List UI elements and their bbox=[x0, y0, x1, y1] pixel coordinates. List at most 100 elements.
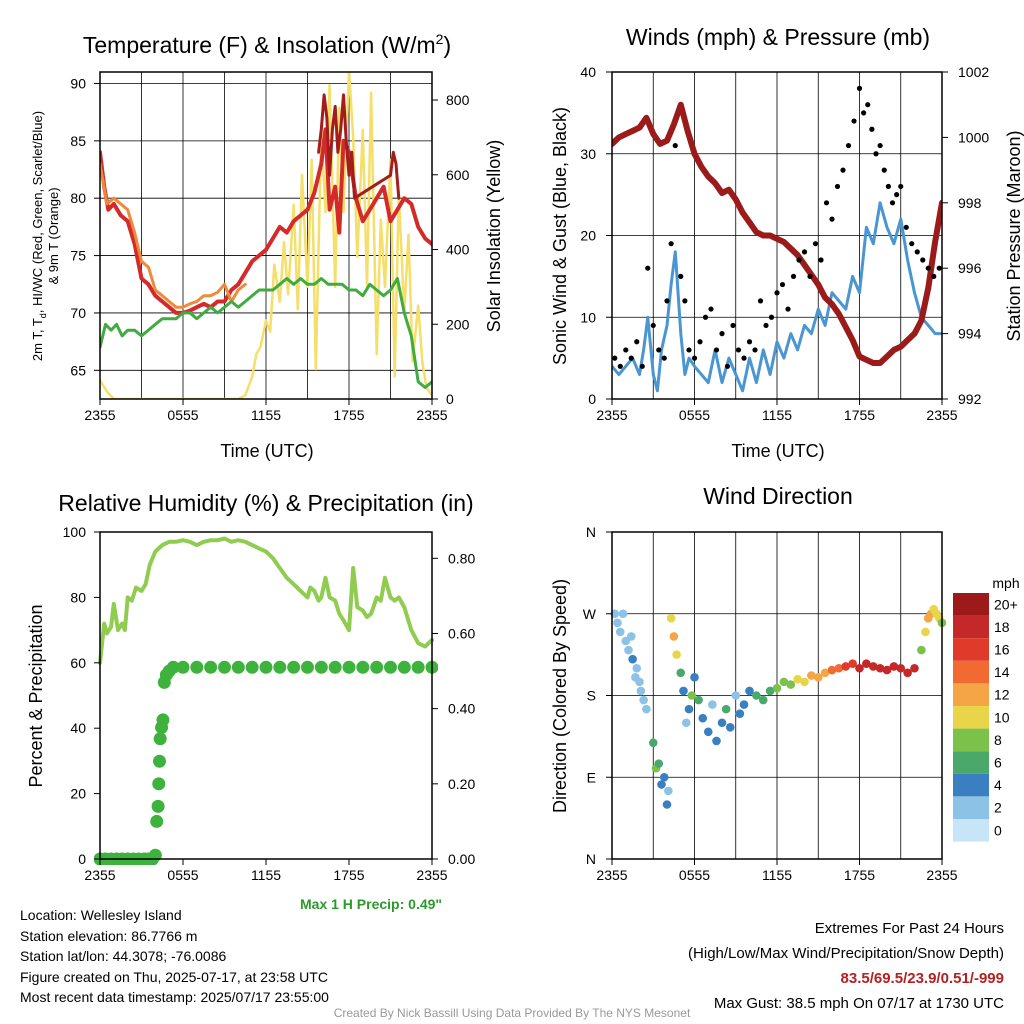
direction-point bbox=[698, 713, 708, 723]
direction-point bbox=[635, 677, 644, 687]
x-axis-label: Time (UTC) bbox=[731, 441, 824, 461]
direction-point bbox=[703, 727, 713, 737]
precip-dot bbox=[314, 660, 328, 674]
x-tick-label: 1155 bbox=[251, 867, 281, 883]
precip-dot bbox=[204, 660, 218, 674]
gust-dot bbox=[719, 331, 725, 337]
gust-dot bbox=[925, 265, 931, 271]
colorbar-label: 16 bbox=[994, 642, 1010, 658]
y-tick-label: N bbox=[586, 851, 596, 867]
y-tick-label-right: 998 bbox=[958, 195, 982, 211]
temp-line-3 bbox=[100, 277, 432, 389]
y-tick-label: 40 bbox=[70, 720, 86, 736]
gust-dot bbox=[639, 363, 645, 369]
y-tick-label-right: 400 bbox=[446, 242, 470, 258]
colorbar-swatch bbox=[953, 796, 989, 819]
direction-point bbox=[632, 663, 642, 673]
gust-dot bbox=[920, 257, 926, 263]
wind-series bbox=[612, 85, 942, 393]
gust-dot bbox=[697, 339, 703, 345]
x-tick-label: 0555 bbox=[679, 407, 710, 423]
x-tick-label: 0555 bbox=[167, 407, 198, 423]
y-tick-label-right: 0.20 bbox=[448, 776, 475, 792]
y-tick-label-right: 0.60 bbox=[448, 625, 475, 641]
direction-point bbox=[662, 800, 672, 809]
gust-dot bbox=[634, 339, 640, 345]
x-tick-label: 2355 bbox=[926, 407, 957, 423]
gust-dot bbox=[768, 314, 775, 320]
y-tick-label-right: 800 bbox=[446, 92, 470, 108]
x-tick-label: 2355 bbox=[84, 867, 115, 883]
direction-point bbox=[708, 700, 717, 709]
gust-dot bbox=[730, 322, 736, 329]
max-gust-text: Max Gust: 38.5 mph On 07/17 at 1730 UTC bbox=[713, 995, 1004, 1012]
gust-dot bbox=[702, 314, 709, 320]
x-tick-label: 1155 bbox=[762, 407, 792, 423]
y-tick-label: 80 bbox=[70, 589, 86, 605]
gust-dot bbox=[664, 298, 670, 304]
latlon-text: Station lat/lon: 44.3078; -76.0086 bbox=[20, 948, 227, 965]
y-tick-label-right: 0 bbox=[446, 391, 454, 407]
precip-dot bbox=[370, 660, 384, 674]
gust-dot bbox=[801, 249, 808, 255]
elevation-text: Station elevation: 86.7766 m bbox=[20, 927, 198, 944]
gust-dot bbox=[672, 142, 678, 149]
gust-dot bbox=[656, 347, 662, 353]
precip-dot bbox=[152, 754, 166, 768]
chart-title: Relative Humidity (%) & Precipitation (i… bbox=[58, 490, 473, 516]
y-tick-label-right: 0.80 bbox=[448, 550, 475, 566]
x-tick-label: 2355 bbox=[926, 867, 957, 883]
direction-point bbox=[882, 665, 892, 675]
colorbar-label: 8 bbox=[994, 732, 1002, 748]
x-tick-label: 1155 bbox=[251, 407, 281, 423]
precip-dot bbox=[190, 660, 204, 674]
gust-dot bbox=[873, 151, 879, 157]
x-tick-label: 2355 bbox=[596, 867, 627, 883]
direction-point bbox=[669, 632, 679, 641]
gust-dot bbox=[914, 249, 920, 255]
y-tick-label: E bbox=[587, 769, 596, 785]
direction-point bbox=[875, 663, 885, 673]
gust-dot bbox=[796, 257, 802, 263]
y-tick-label: S bbox=[587, 688, 596, 704]
direction-point bbox=[921, 627, 930, 637]
precip-dot bbox=[153, 732, 167, 746]
y-tick-label: 85 bbox=[70, 133, 86, 149]
y-tick-label-right: 600 bbox=[446, 167, 470, 183]
colorbar-label: 10 bbox=[994, 709, 1010, 725]
direction-point bbox=[679, 686, 688, 696]
gust-dot bbox=[881, 167, 887, 173]
direction-point bbox=[636, 686, 646, 696]
temp-line-0 bbox=[100, 127, 432, 315]
gust-dot bbox=[785, 306, 791, 312]
y-tick-label-right: 1002 bbox=[958, 64, 989, 80]
gust-dot bbox=[790, 273, 797, 279]
direction-point bbox=[731, 691, 741, 700]
extremes-values: 83.5/69.5/23.9/0.51/-999 bbox=[840, 970, 1004, 987]
direction-point bbox=[917, 645, 926, 655]
gust-dot bbox=[885, 183, 891, 190]
direction-point bbox=[642, 704, 651, 714]
gust-dot bbox=[856, 85, 863, 91]
direction-point bbox=[676, 668, 686, 678]
direction-point bbox=[618, 609, 628, 619]
y-tick-label-right: 0.00 bbox=[448, 851, 475, 867]
ylabel-part: , HI/WC (Red, Green, Scarlet/Blue) bbox=[30, 111, 45, 313]
colorbar-swatch bbox=[953, 660, 989, 684]
gust-dot bbox=[894, 192, 900, 198]
precip-dot bbox=[356, 660, 370, 674]
temp-series bbox=[100, 72, 432, 399]
precip-dot bbox=[273, 660, 287, 674]
chart-temp: 2355 0555 1155 1755 2355 65 70 75 80 85 90 0 200 400 6… bbox=[30, 31, 504, 461]
rh-line bbox=[98, 536, 434, 665]
y-tick-label: 60 bbox=[70, 655, 86, 671]
direction-point bbox=[807, 671, 816, 680]
direction-point bbox=[793, 674, 802, 684]
gust-dot bbox=[691, 355, 698, 361]
gust-dot bbox=[845, 142, 852, 149]
direction-point bbox=[862, 659, 871, 669]
colorbar-swatch bbox=[953, 819, 989, 842]
colorbar-label: 6 bbox=[994, 755, 1002, 771]
direction-point bbox=[739, 700, 749, 709]
direction-point bbox=[752, 691, 761, 700]
